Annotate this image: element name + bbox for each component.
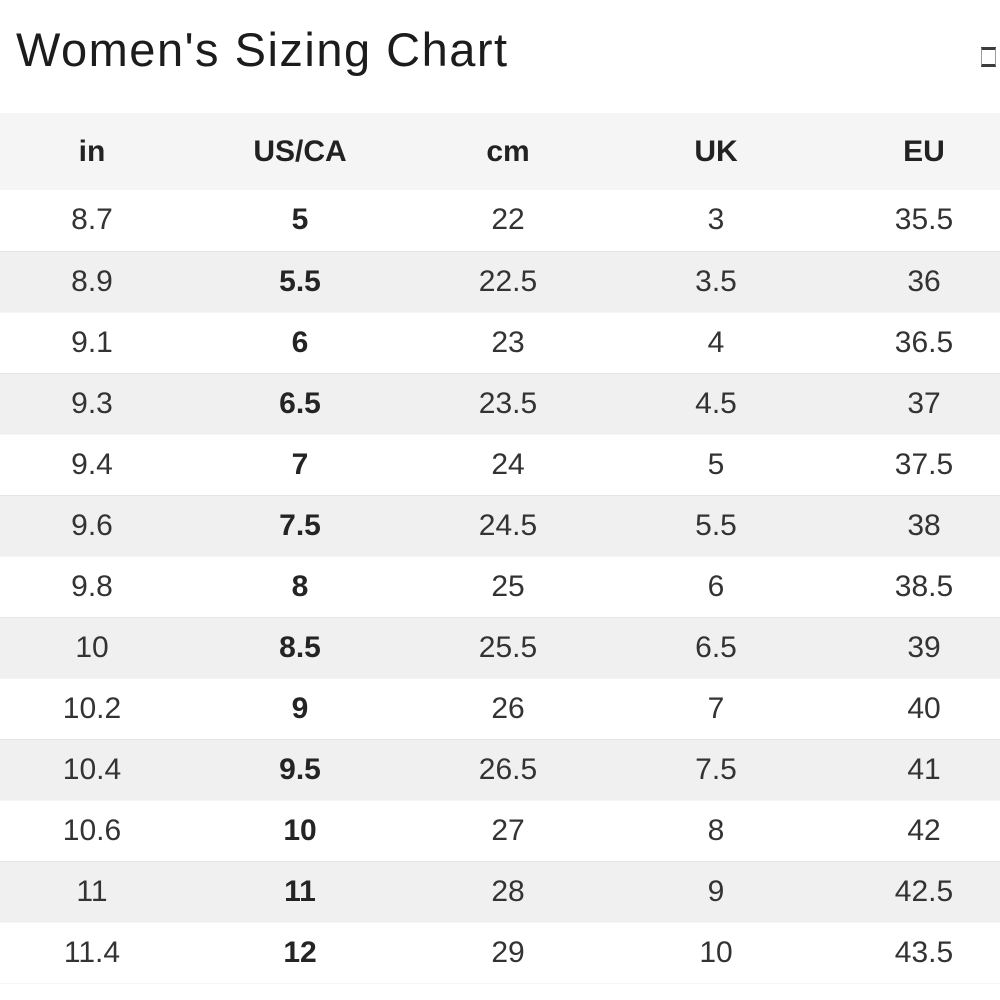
table-cell: 5 <box>612 434 820 496</box>
table-cell: 43.5 <box>820 922 1000 984</box>
table-cell: 38.5 <box>820 556 1000 618</box>
table-cell: 36 <box>820 251 1000 313</box>
table-cell: 9.3 <box>0 373 196 435</box>
table-cell: 9.8 <box>0 556 196 618</box>
table-cell: 8 <box>612 800 820 862</box>
table-cell: 9.4 <box>0 434 196 496</box>
table-cell: 5.5 <box>612 495 820 557</box>
table-cell: 26 <box>404 678 612 740</box>
table-cell: 7.5 <box>196 495 404 557</box>
table-cell: 40 <box>820 678 1000 740</box>
table-cell: 5.5 <box>196 251 404 313</box>
column-header-in: in <box>0 113 196 190</box>
table-cell: 4.5 <box>612 373 820 435</box>
table-cell: 4 <box>612 312 820 374</box>
table-cell: 9 <box>196 678 404 740</box>
table-cell: 39 <box>820 617 1000 679</box>
column-header-eu: EU <box>820 113 1000 190</box>
table-cell: 36.5 <box>820 312 1000 374</box>
table-cell: 8.5 <box>196 617 404 679</box>
table-row: 10 8.5 25.5 6.5 39 <box>0 617 1000 679</box>
table-cell: 35.5 <box>820 190 1000 252</box>
table-cell: 42 <box>820 800 1000 862</box>
table-cell: 24.5 <box>404 495 612 557</box>
table-cell: 38 <box>820 495 1000 557</box>
table-cell: 25 <box>404 556 612 618</box>
table-cell: 7.5 <box>612 739 820 801</box>
table-cell: 11 <box>0 861 196 923</box>
table-cell: 23 <box>404 312 612 374</box>
table-cell: 28 <box>404 861 612 923</box>
table-cell: 11.4 <box>0 922 196 984</box>
table-row: 11 11 28 9 42.5 <box>0 861 1000 923</box>
table-row: 10.2 9 26 7 40 <box>0 678 1000 740</box>
table-cell: 9.6 <box>0 495 196 557</box>
page-title: Women's Sizing Chart <box>16 23 509 76</box>
table-cell: 7 <box>612 678 820 740</box>
table-row: 8.9 5.5 22.5 3.5 36 <box>0 251 1000 313</box>
table-cell: 9 <box>612 861 820 923</box>
table-cell: 3 <box>612 190 820 252</box>
table-cell: 5 <box>196 190 404 252</box>
table-cell: 10 <box>196 800 404 862</box>
header-row: in US/CA cm UK EU <box>0 113 1000 190</box>
table-cell: 8.7 <box>0 190 196 252</box>
table-cell: 8 <box>196 556 404 618</box>
table-cell: 41 <box>820 739 1000 801</box>
table-cell: 22 <box>404 190 612 252</box>
placeholder-box-icon[interactable] <box>981 47 996 67</box>
table-cell: 37 <box>820 373 1000 435</box>
column-header-uk: UK <box>612 113 820 190</box>
sizing-table-header: in US/CA cm UK EU <box>0 113 1000 190</box>
table-cell: 6.5 <box>196 373 404 435</box>
table-row: 8.7 5 22 3 35.5 <box>0 190 1000 252</box>
table-cell: 9.5 <box>196 739 404 801</box>
table-row: 11.4 12 29 10 43.5 <box>0 922 1000 984</box>
table-row: 10.6 10 27 8 42 <box>0 800 1000 862</box>
table-cell: 11 <box>196 861 404 923</box>
table-cell: 37.5 <box>820 434 1000 496</box>
table-cell: 6.5 <box>612 617 820 679</box>
table-cell: 6 <box>612 556 820 618</box>
table-cell: 10.4 <box>0 739 196 801</box>
table-row: 9.1 6 23 4 36.5 <box>0 312 1000 374</box>
table-row: 9.6 7.5 24.5 5.5 38 <box>0 495 1000 557</box>
table-cell: 10.2 <box>0 678 196 740</box>
table-row: 9.4 7 24 5 37.5 <box>0 434 1000 496</box>
table-cell: 9.1 <box>0 312 196 374</box>
table-cell: 3.5 <box>612 251 820 313</box>
sizing-table: in US/CA cm UK EU 8.7 5 22 3 35.5 8.9 5.5 22.5 3.5 36… <box>0 113 1000 984</box>
table-cell: 25.5 <box>404 617 612 679</box>
table-cell: 29 <box>404 922 612 984</box>
table-cell: 10.6 <box>0 800 196 862</box>
table-cell: 22.5 <box>404 251 612 313</box>
table-cell: 10 <box>0 617 196 679</box>
table-cell: 10 <box>612 922 820 984</box>
table-cell: 24 <box>404 434 612 496</box>
table-row: 9.8 8 25 6 38.5 <box>0 556 1000 618</box>
column-header-us-ca: US/CA <box>196 113 404 190</box>
table-cell: 27 <box>404 800 612 862</box>
table-cell: 7 <box>196 434 404 496</box>
table-cell: 6 <box>196 312 404 374</box>
table-cell: 12 <box>196 922 404 984</box>
table-cell: 42.5 <box>820 861 1000 923</box>
table-row: 10.4 9.5 26.5 7.5 41 <box>0 739 1000 801</box>
sizing-table-body: 8.7 5 22 3 35.5 8.9 5.5 22.5 3.5 36 9.1 6 23 4 36.5 9.3… <box>0 190 1000 984</box>
table-cell: 23.5 <box>404 373 612 435</box>
table-cell: 8.9 <box>0 251 196 313</box>
title-bar: Women's Sizing Chart <box>0 0 1000 113</box>
table-cell: 26.5 <box>404 739 612 801</box>
table-row: 9.3 6.5 23.5 4.5 37 <box>0 373 1000 435</box>
column-header-cm: cm <box>404 113 612 190</box>
